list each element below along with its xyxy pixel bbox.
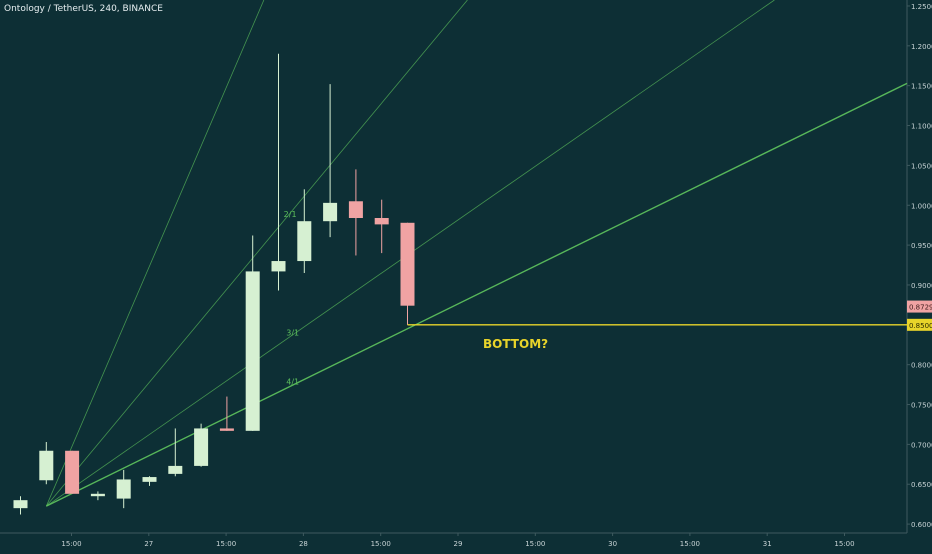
y-tick-label: 1.1500	[911, 83, 932, 91]
fan-line	[45, 0, 265, 507]
last-price-label: 0.8729	[909, 304, 932, 312]
y-tick-label: 1.1000	[911, 123, 932, 131]
x-tick-label: 29	[454, 540, 463, 548]
fan-label: 2/1	[284, 210, 297, 219]
x-tick-label: 31	[763, 540, 772, 548]
candle-body	[271, 261, 286, 272]
y-tick-label: 0.9500	[911, 242, 932, 250]
last-price-box	[907, 300, 932, 313]
candle-body	[323, 202, 338, 222]
symbol-title: Ontology / TetherUS, 240, BINANCE	[4, 4, 163, 14]
y-tick-label: 1.0500	[911, 162, 932, 170]
x-tick-label: 15:00	[525, 540, 545, 548]
candle-body	[90, 493, 105, 497]
bottom-annotation: BOTTOM?	[483, 337, 548, 351]
fan-line	[45, 0, 468, 507]
fan-label: 4/1	[286, 377, 299, 386]
candle-body	[65, 450, 80, 494]
x-tick-label: 28	[299, 540, 308, 548]
x-tick-label: 30	[608, 540, 617, 548]
fan-line	[45, 82, 908, 507]
x-tick-label: 15:00	[680, 540, 700, 548]
candle-body	[13, 500, 28, 509]
candle-body	[168, 465, 183, 474]
x-tick-label: 15:00	[61, 540, 81, 548]
level-price-box	[907, 318, 932, 331]
x-tick-label: 15:00	[371, 540, 391, 548]
x-tick-label: 15:00	[216, 540, 236, 548]
x-tick-label: 15:00	[834, 540, 854, 548]
candle-body	[142, 477, 157, 482]
candle-body	[400, 222, 415, 306]
fan-label: 3/1	[286, 328, 299, 337]
candle-body	[39, 450, 54, 481]
y-tick-label: 1.2000	[911, 43, 932, 51]
x-tick-label: 27	[144, 540, 153, 548]
y-tick-label: 1.2500	[911, 3, 932, 11]
candle-body	[297, 221, 312, 262]
candle-body	[116, 479, 131, 499]
y-tick-label: 1.0000	[911, 202, 932, 210]
candle-body	[219, 428, 234, 431]
candle-body	[245, 271, 260, 431]
candle-body	[194, 428, 209, 466]
candle-body	[374, 218, 389, 225]
candle-body	[348, 201, 363, 219]
level-price-label: 0.8500	[909, 322, 932, 330]
